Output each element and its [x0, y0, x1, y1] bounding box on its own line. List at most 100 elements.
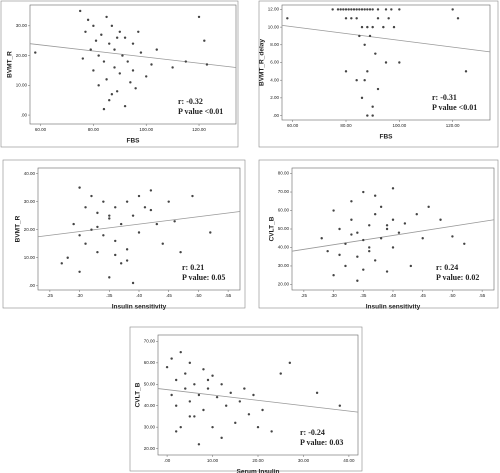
annotation: P value: 0.03 — [300, 438, 343, 447]
point — [397, 231, 401, 234]
y-tick-label: 70.00 — [144, 339, 156, 344]
point — [184, 387, 187, 390]
point — [360, 8, 364, 11]
point — [224, 404, 228, 407]
point — [211, 374, 214, 377]
point — [344, 264, 347, 268]
point — [376, 17, 380, 20]
point — [81, 57, 85, 60]
point — [161, 242, 164, 245]
panel-frame — [258, 0, 499, 148]
point — [137, 30, 140, 33]
point — [385, 227, 389, 231]
annotation: P value <0.01 — [432, 103, 477, 112]
point — [173, 220, 176, 223]
point — [84, 206, 87, 209]
panel: 60.00 80.00 100.00 120.00 .00 10.00 20.00 30.00… — [0, 0, 239, 148]
x-tick-label: 120.00 — [192, 127, 206, 132]
point — [102, 60, 106, 63]
point — [368, 249, 371, 253]
point — [134, 87, 137, 90]
point — [342, 8, 345, 11]
point — [179, 350, 182, 354]
annotation: r: 0.21 — [182, 263, 204, 272]
panel-frame — [0, 0, 239, 148]
panel: .25 .30 .35 .40 .45 .50 .55 .00 10.00 20.00 30.00 4… — [2, 159, 246, 311]
y-tick-label: 20.00 — [16, 53, 28, 58]
point — [332, 209, 335, 212]
point — [102, 200, 105, 203]
point — [279, 372, 282, 375]
point — [427, 205, 430, 209]
point — [398, 61, 401, 64]
panel-frame — [2, 159, 246, 309]
y-tick-label: 30.00 — [144, 424, 156, 429]
point — [113, 66, 116, 69]
y-tick-label: 12.00 — [268, 7, 280, 12]
point — [451, 235, 454, 238]
point — [451, 8, 454, 11]
point — [108, 99, 111, 102]
y-axis-title: BVMT_R — [7, 51, 14, 78]
point — [344, 8, 348, 11]
x-tick-label: 10.00 — [207, 458, 219, 463]
x-tick-label: .55 — [225, 293, 232, 298]
x-tick-label: .30 — [76, 293, 83, 298]
point — [108, 42, 111, 45]
y-axis-title: BVMT_R — [15, 215, 22, 242]
point — [409, 264, 413, 268]
point — [371, 8, 374, 11]
panel: .00 10.00 20.00 30.00 40.00 20.00 30.00 40.00 50… — [129, 326, 363, 473]
y-axis-title: BVMT_R_delay — [259, 39, 266, 86]
point — [288, 361, 292, 365]
point — [191, 194, 194, 198]
point — [362, 238, 365, 242]
point — [86, 18, 90, 22]
point — [34, 51, 37, 54]
point — [366, 25, 369, 29]
point — [392, 25, 396, 29]
point — [286, 17, 289, 20]
point — [113, 48, 116, 51]
point — [129, 81, 132, 84]
y-axis-title: CVLT_B — [269, 216, 276, 241]
point — [350, 8, 353, 11]
point — [97, 54, 100, 57]
point — [193, 383, 196, 386]
point — [184, 372, 187, 375]
x-tick-label: .55 — [479, 293, 486, 298]
point — [382, 25, 385, 29]
y-tick-label: 40.00 — [24, 171, 36, 176]
point — [96, 225, 99, 229]
point — [270, 430, 273, 433]
x-tick-label: .25 — [301, 293, 308, 298]
point — [463, 242, 466, 245]
point — [108, 217, 111, 220]
point — [66, 256, 69, 259]
point — [371, 105, 374, 108]
point — [131, 281, 135, 285]
fit-line — [157, 388, 359, 413]
point — [102, 234, 105, 237]
point — [179, 250, 182, 254]
annotation: r: -0.32 — [178, 97, 203, 106]
point — [355, 8, 358, 11]
point — [350, 17, 353, 20]
point — [137, 231, 141, 234]
point — [203, 39, 206, 42]
point — [358, 34, 361, 38]
point — [94, 39, 98, 42]
point — [92, 69, 95, 72]
point — [155, 48, 158, 51]
point — [363, 43, 366, 47]
point — [137, 194, 141, 198]
annotation: P value: 0.02 — [436, 273, 479, 282]
point — [387, 17, 390, 20]
point — [320, 237, 323, 240]
point — [352, 8, 356, 11]
point — [252, 393, 255, 397]
y-tick-label: 10.00 — [268, 24, 280, 29]
point — [385, 270, 389, 273]
point — [339, 8, 342, 11]
